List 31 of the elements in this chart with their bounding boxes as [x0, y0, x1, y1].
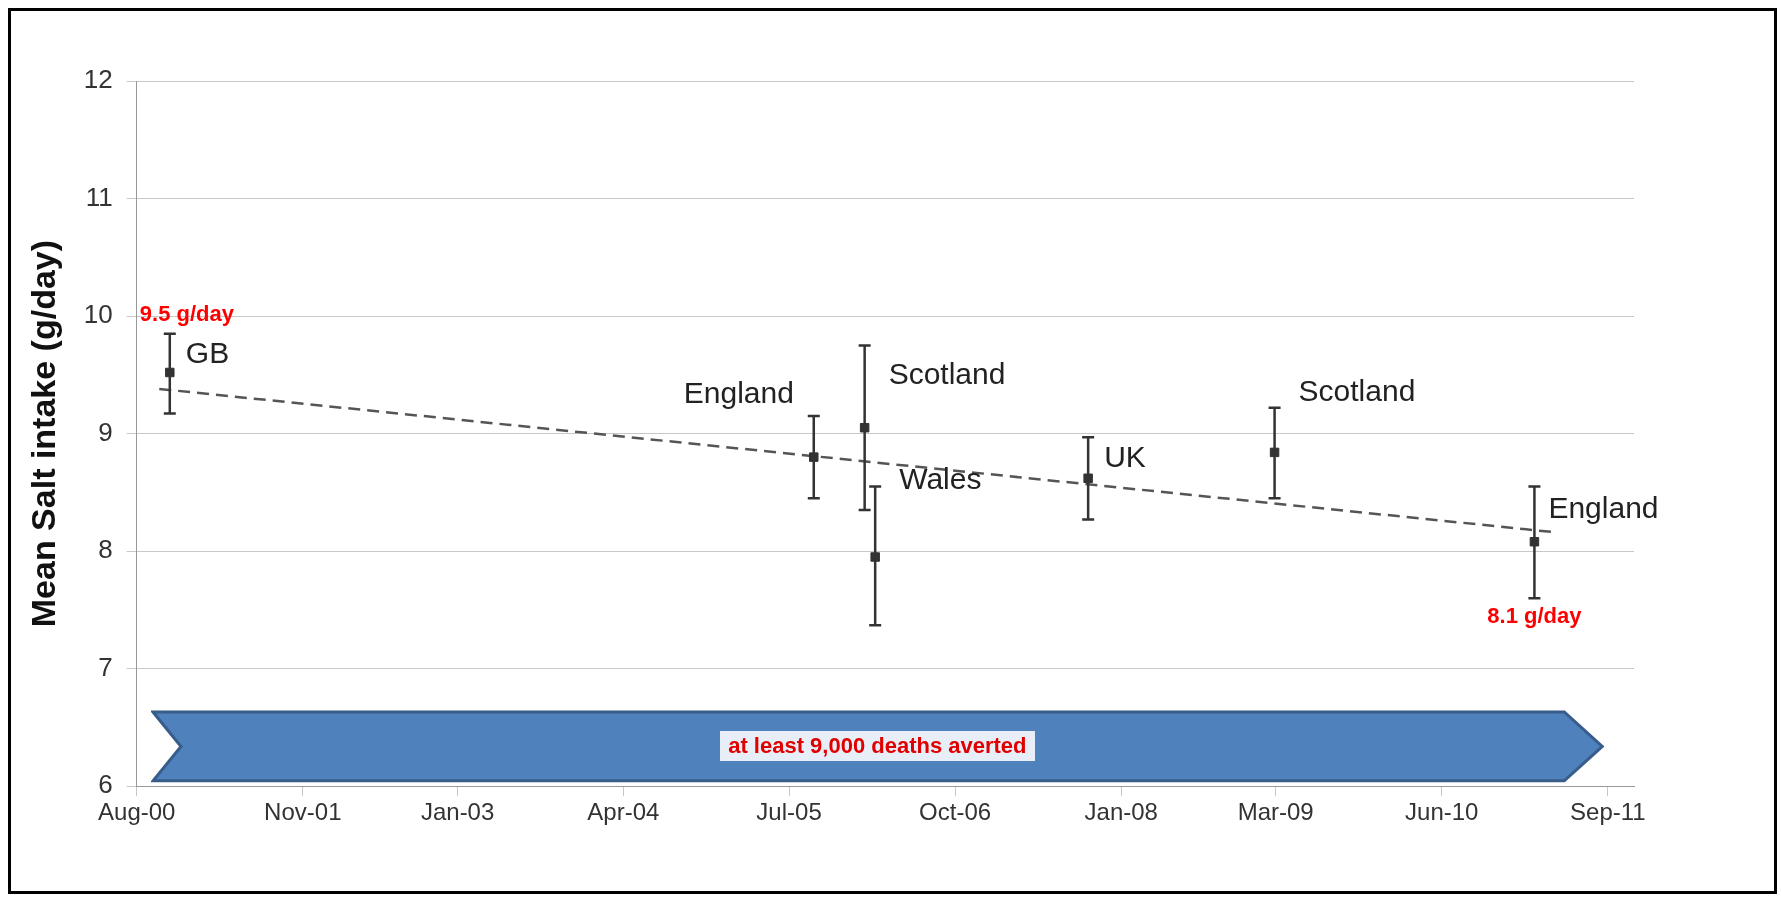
annotation: England — [1548, 491, 1659, 524]
annotation: UK — [1104, 439, 1146, 473]
y-tick-label: 10 — [83, 299, 113, 330]
annotation: GB — [185, 335, 230, 369]
point — [1083, 473, 1093, 484]
y-tick-label: 7 — [98, 651, 113, 682]
x-tick-label: Aug-00 — [98, 798, 176, 826]
x-tick-label: Jun-10 — [1405, 798, 1479, 826]
x-tick-label: Jul-05 — [756, 798, 822, 826]
x-tick-label: Nov-01 — [264, 798, 342, 826]
annotation: England — [683, 376, 794, 410]
y-axis-title: Mean Salt intake (g/day) — [23, 239, 62, 628]
x-tick-label: Mar-09 — [1237, 798, 1314, 826]
y-tick-label: 12 — [83, 64, 113, 95]
point — [870, 552, 880, 562]
x-tick-label: Apr-04 — [587, 798, 660, 826]
x-tick-label: Oct-06 — [919, 798, 992, 826]
annotation: Scotland — [888, 356, 1006, 390]
y-tick-label: 9 — [98, 416, 113, 447]
y-tick-label: 8 — [98, 534, 113, 565]
y-tick-label: 6 — [98, 769, 113, 800]
x-tick-label: Jan-08 — [1084, 798, 1158, 826]
y-tick-label: 11 — [85, 181, 113, 212]
point — [809, 452, 819, 462]
annotation: Wales — [899, 462, 982, 496]
annotation: at least 9,000 deaths averted — [720, 731, 1035, 762]
data-label: 8.1 g/day — [1487, 603, 1583, 629]
data-label: 9.5 g/day — [139, 300, 235, 326]
x-tick-label: Jan-03 — [420, 798, 495, 826]
annotation: Scotland — [1298, 373, 1416, 407]
x-tick-label: Sep-11 — [1570, 798, 1646, 826]
